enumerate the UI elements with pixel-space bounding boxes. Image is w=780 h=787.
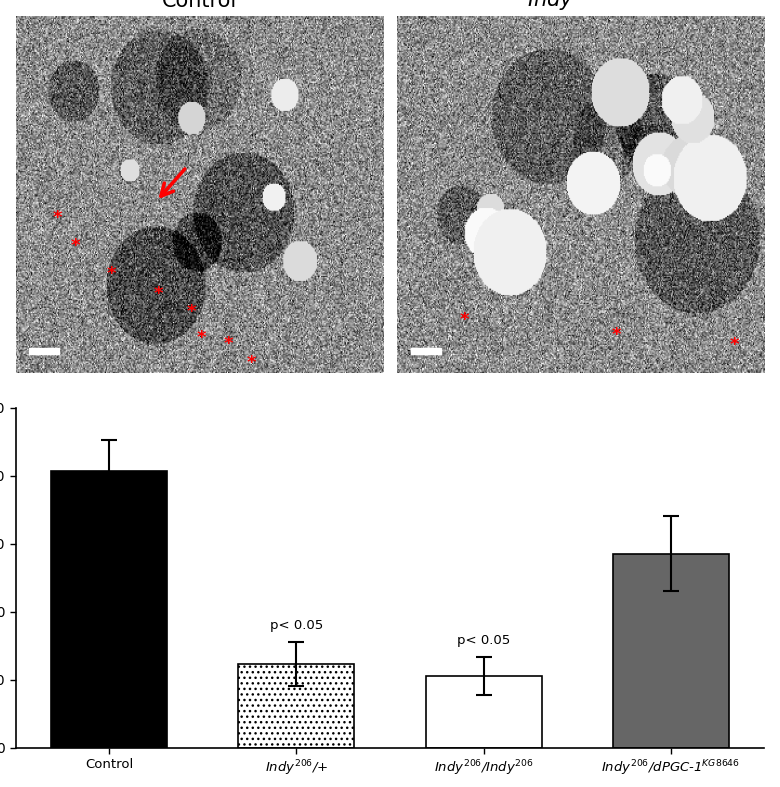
- Text: *: *: [52, 209, 62, 227]
- Text: *: *: [730, 336, 739, 354]
- Text: *: *: [246, 354, 257, 372]
- Bar: [426, 676, 541, 748]
- Bar: [411, 348, 441, 354]
- Text: *: *: [612, 326, 621, 344]
- Text: *: *: [197, 329, 207, 347]
- Bar: [29, 348, 59, 354]
- Bar: [51, 471, 167, 748]
- Text: *: *: [106, 265, 116, 283]
- Bar: [239, 664, 354, 748]
- Text: *: *: [186, 303, 196, 321]
- Text: p< 0.05: p< 0.05: [270, 619, 323, 632]
- Text: *: *: [154, 286, 163, 303]
- Text: A: A: [16, 16, 39, 45]
- Text: p< 0.05: p< 0.05: [457, 634, 510, 647]
- Title: Control: Control: [161, 0, 237, 11]
- Text: *: *: [224, 335, 233, 353]
- Bar: [613, 554, 729, 748]
- Title: $Indy^{206/206}$: $Indy^{206/206}$: [527, 0, 634, 14]
- Text: *: *: [460, 311, 470, 329]
- Text: *: *: [71, 237, 80, 255]
